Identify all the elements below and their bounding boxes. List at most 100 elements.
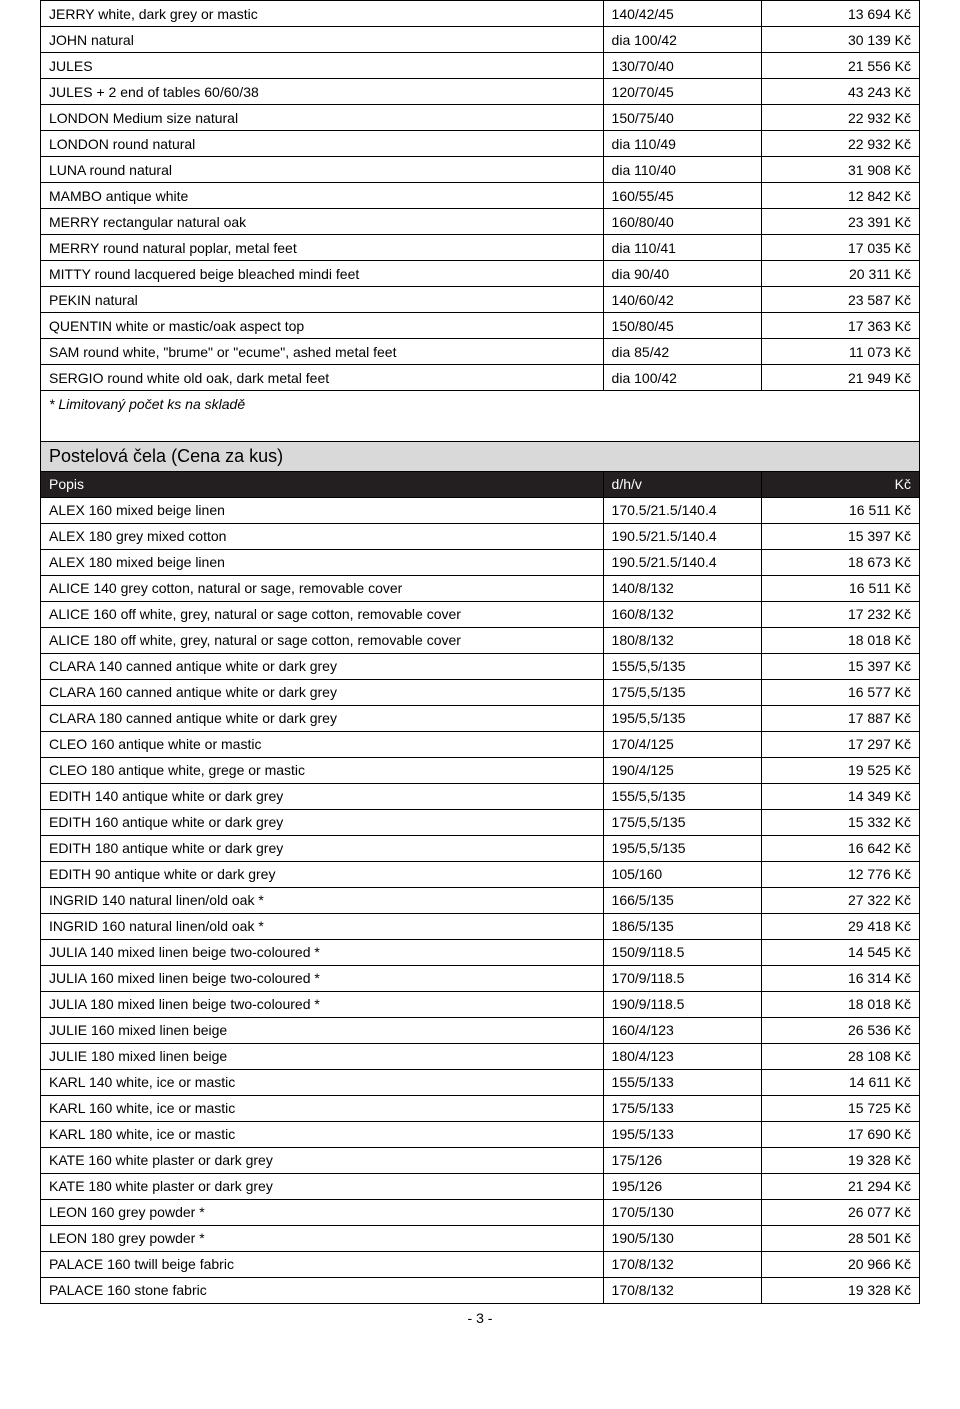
table-row: MAMBO antique white160/55/4512 842 Kč (41, 183, 920, 209)
cell-price: 19 525 Kč (761, 757, 919, 783)
cell-description: JOHN natural (41, 27, 604, 53)
cell-dimensions: 150/80/45 (603, 313, 761, 339)
table-row: LUNA round naturaldia 110/4031 908 Kč (41, 157, 920, 183)
cell-dimensions: dia 110/40 (603, 157, 761, 183)
cell-description: CLARA 140 canned antique white or dark g… (41, 653, 604, 679)
table-row: JULIA 140 mixed linen beige two-coloured… (41, 939, 920, 965)
cell-dimensions: 166/5/135 (603, 887, 761, 913)
cell-price: 16 314 Kč (761, 965, 919, 991)
table-row: JULES + 2 end of tables 60/60/38120/70/4… (41, 79, 920, 105)
header-dimensions: d/h/v (603, 471, 761, 497)
cell-price: 17 232 Kč (761, 601, 919, 627)
cell-price: 28 501 Kč (761, 1225, 919, 1251)
cell-description: QUENTIN white or mastic/oak aspect top (41, 313, 604, 339)
table-row: ALEX 180 grey mixed cotton190.5/21.5/140… (41, 523, 920, 549)
cell-description: SERGIO round white old oak, dark metal f… (41, 365, 604, 391)
cell-description: INGRID 140 natural linen/old oak * (41, 887, 604, 913)
cell-description: MITTY round lacquered beige bleached min… (41, 261, 604, 287)
cell-price: 15 397 Kč (761, 523, 919, 549)
cell-price: 19 328 Kč (761, 1147, 919, 1173)
cell-description: ALEX 180 mixed beige linen (41, 549, 604, 575)
cell-dimensions: 150/9/118.5 (603, 939, 761, 965)
cell-price: 17 363 Kč (761, 313, 919, 339)
cell-price: 17 690 Kč (761, 1121, 919, 1147)
cell-dimensions: 140/8/132 (603, 575, 761, 601)
cell-description: KARL 160 white, ice or mastic (41, 1095, 604, 1121)
cell-description: ALEX 180 grey mixed cotton (41, 523, 604, 549)
cell-dimensions: dia 110/49 (603, 131, 761, 157)
cell-price: 18 018 Kč (761, 991, 919, 1017)
cell-price: 20 966 Kč (761, 1251, 919, 1277)
table-row: JOHN naturaldia 100/4230 139 Kč (41, 27, 920, 53)
cell-price: 15 332 Kč (761, 809, 919, 835)
cell-description: CLEO 160 antique white or mastic (41, 731, 604, 757)
cell-description: ALICE 160 off white, grey, natural or sa… (41, 601, 604, 627)
cell-price: 23 391 Kč (761, 209, 919, 235)
cell-price: 19 328 Kč (761, 1277, 919, 1303)
section-title-row: Postelová čela (Cena za kus) (41, 441, 920, 471)
table-row: ALICE 140 grey cotton, natural or sage, … (41, 575, 920, 601)
table-row: EDITH 90 antique white or dark grey105/1… (41, 861, 920, 887)
cell-description: MAMBO antique white (41, 183, 604, 209)
cell-price: 16 577 Kč (761, 679, 919, 705)
table-row: LONDON round naturaldia 110/4922 932 Kč (41, 131, 920, 157)
cell-description: JULIE 180 mixed linen beige (41, 1043, 604, 1069)
cell-description: INGRID 160 natural linen/old oak * (41, 913, 604, 939)
cell-price: 17 297 Kč (761, 731, 919, 757)
cell-price: 13 694 Kč (761, 1, 919, 27)
cell-price: 14 611 Kč (761, 1069, 919, 1095)
cell-dimensions: 155/5,5/135 (603, 653, 761, 679)
cell-description: LEON 160 grey powder * (41, 1199, 604, 1225)
table-row: MERRY rectangular natural oak160/80/4023… (41, 209, 920, 235)
cell-price: 18 673 Kč (761, 549, 919, 575)
cell-dimensions: 175/5,5/135 (603, 679, 761, 705)
table-row: KATE 180 white plaster or dark grey195/1… (41, 1173, 920, 1199)
table-header-row: Popisd/h/vKč (41, 471, 920, 497)
table-row: KARL 140 white, ice or mastic155/5/13314… (41, 1069, 920, 1095)
cell-description: EDITH 180 antique white or dark grey (41, 835, 604, 861)
cell-price: 26 536 Kč (761, 1017, 919, 1043)
cell-description: KARL 180 white, ice or mastic (41, 1121, 604, 1147)
cell-dimensions: 160/8/132 (603, 601, 761, 627)
cell-price: 11 073 Kč (761, 339, 919, 365)
cell-dimensions: 140/42/45 (603, 1, 761, 27)
table-row: PEKIN natural140/60/4223 587 Kč (41, 287, 920, 313)
cell-dimensions: 195/5,5/135 (603, 835, 761, 861)
cell-price: 31 908 Kč (761, 157, 919, 183)
cell-description: KATE 160 white plaster or dark grey (41, 1147, 604, 1173)
cell-description: JULIA 180 mixed linen beige two-coloured… (41, 991, 604, 1017)
table-row: KATE 160 white plaster or dark grey175/1… (41, 1147, 920, 1173)
cell-dimensions: dia 110/41 (603, 235, 761, 261)
table-row: INGRID 160 natural linen/old oak *186/5/… (41, 913, 920, 939)
cell-description: MERRY rectangular natural oak (41, 209, 604, 235)
cell-dimensions: 170/8/132 (603, 1277, 761, 1303)
cell-description: CLARA 160 canned antique white or dark g… (41, 679, 604, 705)
cell-dimensions: 170/4/125 (603, 731, 761, 757)
cell-dimensions: 180/4/123 (603, 1043, 761, 1069)
cell-description: CLARA 180 canned antique white or dark g… (41, 705, 604, 731)
cell-dimensions: 155/5/133 (603, 1069, 761, 1095)
cell-dimensions: 190/9/118.5 (603, 991, 761, 1017)
cell-dimensions: 175/5,5/135 (603, 809, 761, 835)
cell-dimensions: 130/70/40 (603, 53, 761, 79)
cell-description: LONDON Medium size natural (41, 105, 604, 131)
spacer-row (41, 417, 920, 442)
table-row: EDITH 180 antique white or dark grey195/… (41, 835, 920, 861)
stock-note-row: * Limitovaný počet ks na skladě (41, 391, 920, 417)
table-row: INGRID 140 natural linen/old oak *166/5/… (41, 887, 920, 913)
cell-dimensions: 195/126 (603, 1173, 761, 1199)
cell-price: 18 018 Kč (761, 627, 919, 653)
header-price: Kč (761, 471, 919, 497)
table-row: LONDON Medium size natural150/75/4022 93… (41, 105, 920, 131)
cell-description: MERRY round natural poplar, metal feet (41, 235, 604, 261)
table-row: JERRY white, dark grey or mastic140/42/4… (41, 1, 920, 27)
cell-dimensions: 175/5/133 (603, 1095, 761, 1121)
cell-description: PALACE 160 twill beige fabric (41, 1251, 604, 1277)
cell-dimensions: dia 90/40 (603, 261, 761, 287)
price-table: JERRY white, dark grey or mastic140/42/4… (40, 0, 920, 1304)
cell-price: 30 139 Kč (761, 27, 919, 53)
table-row: MITTY round lacquered beige bleached min… (41, 261, 920, 287)
cell-description: EDITH 140 antique white or dark grey (41, 783, 604, 809)
cell-price: 22 932 Kč (761, 105, 919, 131)
cell-description: ALEX 160 mixed beige linen (41, 497, 604, 523)
